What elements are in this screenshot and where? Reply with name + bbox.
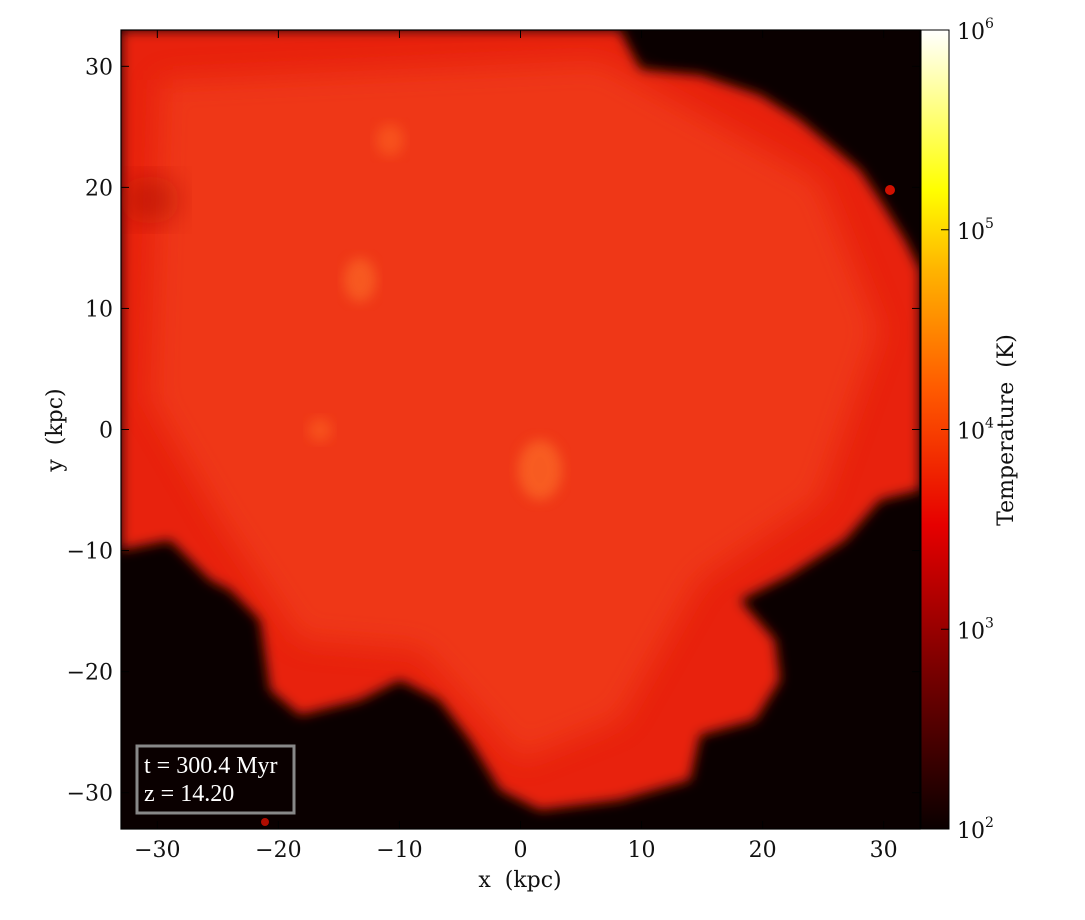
x-ticks: −30 −20 −10 0 10 20 30 xyxy=(134,30,898,863)
x-tick-label: 0 xyxy=(514,838,528,863)
x-tick-label: 30 xyxy=(870,838,898,863)
y-ticks: −30 −20 −10 0 10 20 30 xyxy=(67,55,920,807)
darker-patch xyxy=(121,176,180,224)
x-tick-label: −30 xyxy=(134,838,180,863)
warm-knot xyxy=(376,124,404,156)
y-tick-label: 30 xyxy=(85,55,113,80)
x-axis-label: x (kpc) xyxy=(478,868,561,893)
warm-knot xyxy=(308,418,332,442)
colorbar-tick-label: 105 xyxy=(957,216,994,245)
warm-knot xyxy=(518,440,562,500)
x-tick-label: 10 xyxy=(628,838,656,863)
x-tick-label: −20 xyxy=(255,838,301,863)
cold-clump xyxy=(261,818,269,826)
annotation-time: t = 300.4 Myr xyxy=(144,753,278,779)
colorbar: 102 103 104 105 106 Temperature (K) xyxy=(920,16,1019,844)
annotation-redshift: z = 14.20 xyxy=(144,781,234,807)
x-tick-label: 20 xyxy=(749,838,777,863)
y-tick-label: −10 xyxy=(67,540,113,565)
gas-cloud xyxy=(121,30,920,826)
cold-clump xyxy=(885,185,895,195)
warm-knot xyxy=(344,258,376,302)
y-tick-label: 10 xyxy=(85,297,113,322)
y-axis-label: y (kpc) xyxy=(43,388,68,472)
annotation-box xyxy=(135,744,296,815)
colorbar-label: Temperature (K) xyxy=(994,334,1019,526)
x-tick-label: −10 xyxy=(376,838,422,863)
time-redshift-annotation: t = 300.4 Myr z = 14.20 xyxy=(135,744,296,815)
plot-panel: −30 −20 −10 0 10 20 30 −30 −20 −10 0 10 20 30 xyxy=(67,29,921,863)
y-tick-label: 20 xyxy=(85,176,113,201)
y-tick-label: −30 xyxy=(67,782,113,807)
y-tick-label: 0 xyxy=(99,419,113,444)
colorbar-tick-label: 106 xyxy=(957,16,994,45)
colorbar-tick-label: 104 xyxy=(957,416,994,445)
colorbar-tick-label: 102 xyxy=(957,815,994,844)
y-tick-label: −20 xyxy=(67,661,113,686)
colorbar-tick-label: 103 xyxy=(957,615,994,644)
